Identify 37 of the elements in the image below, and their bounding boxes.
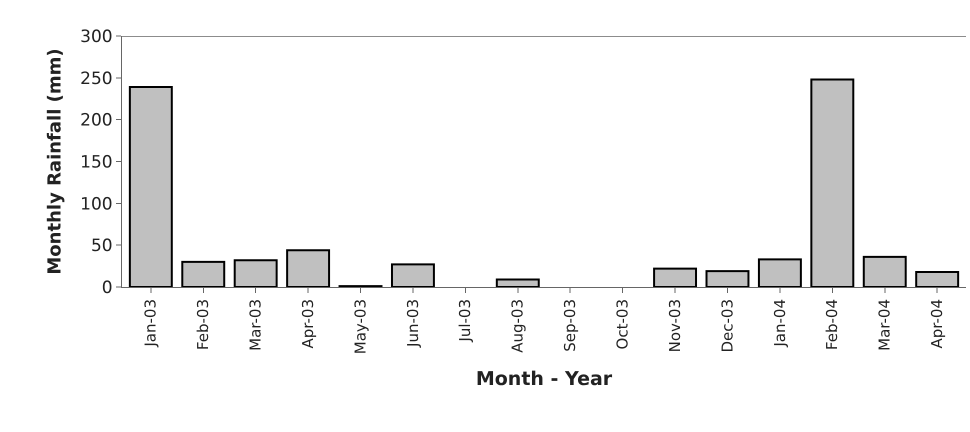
bar [496,278,540,287]
y-tick-label: 150 [80,152,113,172]
x-tick-label: Jun-03 [404,299,422,348]
y-tick-label: 100 [80,194,113,214]
bar [810,78,854,287]
x-axis-title: Month - Year [476,368,613,390]
bar [706,270,750,287]
bar [286,249,330,287]
y-tick-label: 0 [102,278,113,298]
x-tick-label: Feb-04 [823,299,842,350]
x-tick-label: Apr-03 [298,299,317,348]
x-tick-label: Dec-03 [718,299,736,353]
bar [390,263,435,287]
bar [128,86,173,287]
y-axis-title: Monthly Rainfall (mm) [44,48,66,275]
x-tick-label: Nov-03 [666,299,684,352]
bar [758,258,802,287]
bar [862,256,907,287]
x-tick-label: Jul-03 [456,299,474,343]
x-tick-label: Mar-04 [876,299,894,351]
x-tick-label: Apr-04 [928,299,946,348]
x-tick-label: Jan-03 [142,299,160,348]
x-tick-label: Mar-03 [246,299,265,351]
x-tick-label: Jan-04 [770,299,789,348]
x-tick-label: Feb-03 [194,299,212,350]
x-tick-label: Aug-03 [508,299,527,353]
x-tick-label: May-03 [351,299,370,354]
bar [234,259,278,287]
x-tick-label: Sep-03 [561,299,580,352]
y-tick-label: 250 [80,68,113,89]
bar [915,270,960,287]
x-tick-label: Oct-03 [614,299,632,350]
bar [181,260,226,287]
y-tick-label: 200 [80,110,113,131]
y-tick-label: 300 [80,26,113,47]
y-tick-label: 50 [90,236,113,256]
bar [653,268,698,287]
